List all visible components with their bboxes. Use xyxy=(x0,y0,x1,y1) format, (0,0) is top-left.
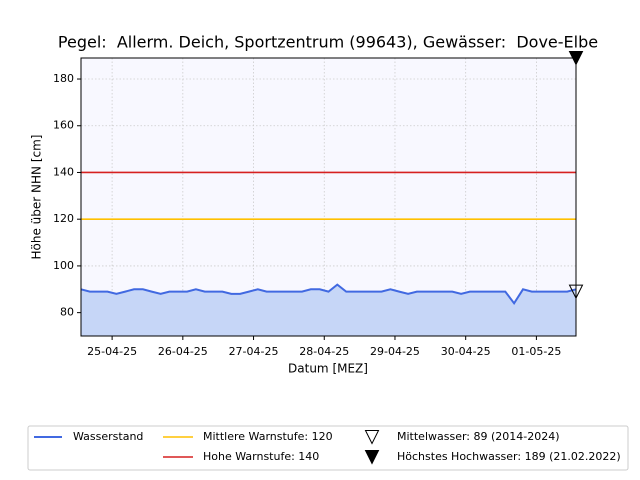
legend-swatch xyxy=(364,430,380,445)
x-tick-label: 28-04-25 xyxy=(299,345,349,358)
legend-label: Wasserstand xyxy=(73,430,143,443)
x-tick-label: 30-04-25 xyxy=(441,345,491,358)
legend-label: Mittlere Warnstufe: 120 xyxy=(203,430,333,443)
marker xyxy=(568,51,584,66)
y-tick-label: 100 xyxy=(53,259,74,272)
x-tick-label: 01-05-25 xyxy=(511,345,561,358)
area xyxy=(81,284,576,336)
legend-label: Höchstes Hochwasser: 189 (21.02.2022) xyxy=(397,450,621,463)
legend-swatch xyxy=(364,450,380,465)
x-axis-label: Datum [MEZ] xyxy=(288,362,368,376)
chart-title: Pegel: Allerm. Deich, Sportzentrum (9964… xyxy=(58,33,598,52)
y-tick-label: 80 xyxy=(60,306,74,319)
y-tick-label: 160 xyxy=(53,119,74,132)
y-axis-label: Höhe über NHN [cm] xyxy=(30,135,44,260)
y-tick-label: 120 xyxy=(53,212,74,225)
x-tick-label: 26-04-25 xyxy=(158,345,208,358)
plot-frame xyxy=(80,57,577,337)
y-tick-label: 180 xyxy=(53,72,74,85)
plot-background xyxy=(81,58,576,336)
x-tick-label: 27-04-25 xyxy=(229,345,279,358)
line xyxy=(80,283,577,306)
y-tick-label: 140 xyxy=(53,165,74,178)
marker xyxy=(568,284,584,300)
x-tick-label: 25-04-25 xyxy=(87,345,137,358)
x-tick-label: 29-04-25 xyxy=(370,345,420,358)
legend-label: Mittelwasser: 89 (2014-2024) xyxy=(397,430,560,443)
legend-label: Hohe Warnstufe: 140 xyxy=(203,450,319,463)
